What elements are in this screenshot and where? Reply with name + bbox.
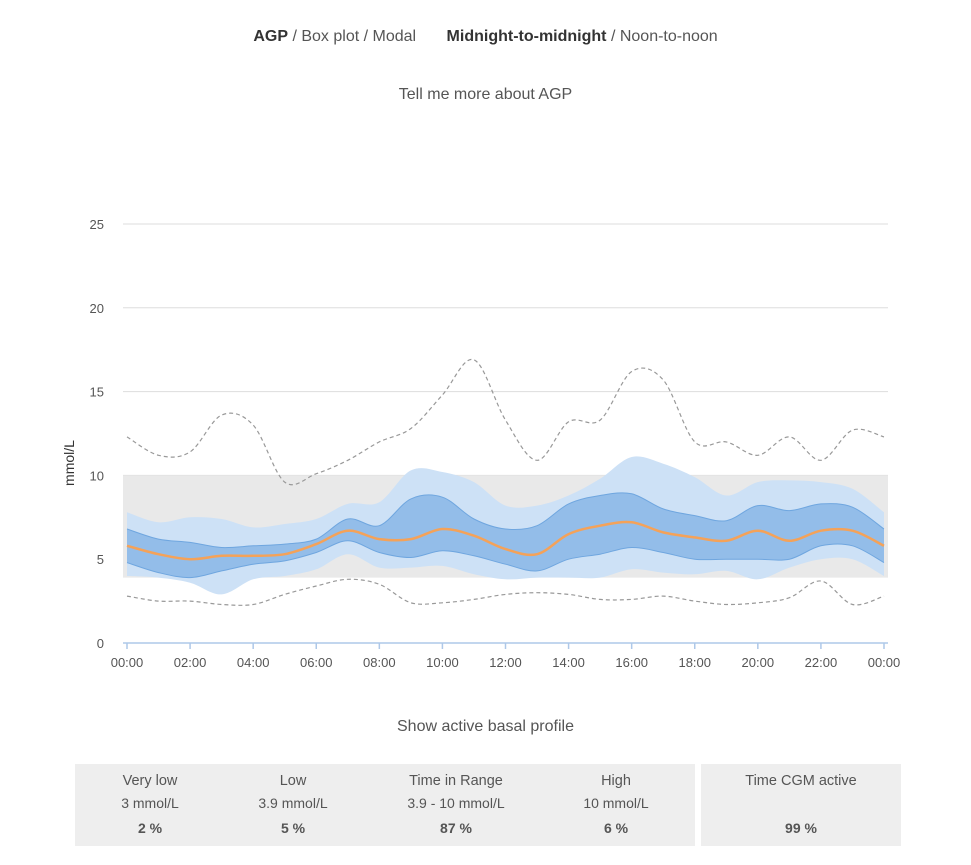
stat-range: 3 mmol/L: [121, 795, 179, 811]
x-tick-label: 18:00: [678, 655, 711, 670]
x-tick-label: 06:00: [300, 655, 333, 670]
x-tick-label: 20:00: [742, 655, 775, 670]
view-separator: /: [363, 28, 369, 45]
view-option-agp[interactable]: AGP: [253, 28, 288, 45]
x-tick-label: 16:00: [615, 655, 648, 670]
period-option-midnight[interactable]: Midnight-to-midnight: [446, 28, 607, 45]
period-group: Midnight-to-midnight / Noon-to-noon: [447, 28, 718, 46]
view-separator: /: [292, 28, 297, 45]
y-tick-label: 20: [90, 301, 104, 316]
stat-label: Very low: [122, 773, 178, 789]
stat-value: 5 %: [280, 820, 306, 836]
y-tick-label: 25: [90, 217, 104, 232]
stat-high: High 10 mmol/L 6 %: [551, 764, 681, 846]
x-tick-label: 14:00: [552, 655, 585, 670]
stat-range: 10 mmol/L: [583, 795, 649, 811]
basal-profile-link[interactable]: Show active basal profile: [397, 718, 574, 735]
glucose-range-stats: Very low 3 mmol/L 2 % Low 3.9 mmol/L 5 %…: [75, 764, 695, 846]
x-tick-label: 12:00: [489, 655, 522, 670]
percentile-10-90-band: [127, 456, 884, 595]
view-option-modal[interactable]: Modal: [372, 28, 417, 45]
y-tick-label: 15: [90, 385, 104, 400]
series-lines: [126, 359, 885, 606]
x-tick-label: 00:00: [111, 655, 144, 670]
percentile-bands: [123, 456, 888, 595]
percentile-75-line: [126, 492, 885, 549]
x-tick-label: 04:00: [237, 655, 270, 670]
view-type-group: AGP / Box plot / Modal: [253, 28, 416, 46]
x-tick-label: 10:00: [426, 655, 459, 670]
median-line: [126, 520, 885, 561]
stat-very-low: Very low 3 mmol/L 2 %: [75, 764, 225, 846]
agp-info-link[interactable]: Tell me more about AGP: [398, 86, 573, 103]
stat-value: 99 %: [785, 820, 817, 836]
x-tick-label: 02:00: [174, 655, 207, 670]
x-tick-label: 22:00: [805, 655, 838, 670]
stat-label: Time CGM active: [745, 773, 857, 789]
max-line: [126, 359, 885, 486]
cgm-active-stats: Time CGM active 99 %: [701, 764, 901, 846]
stat-range: 3.9 - 10 mmol/L: [407, 795, 505, 811]
agp-chart: 0 5 10 15 20 25 00:00 02:00 04:00 06:00 08:00 10:00…: [61, 217, 901, 670]
stat-label: Time in Range: [409, 773, 503, 789]
y-tick-label: 5: [97, 552, 104, 567]
stat-value: 87 %: [440, 820, 472, 836]
stat-label: High: [601, 773, 631, 789]
view-selector: AGP / Box plot / Modal Midnight-to-midni…: [0, 28, 971, 46]
period-separator: /: [610, 28, 616, 45]
x-tick-label: 00:00: [868, 655, 901, 670]
period-option-noon[interactable]: Noon-to-noon: [619, 28, 718, 45]
percentile-25-75-band: [127, 492, 884, 578]
stat-time-in-range: Time in Range 3.9 - 10 mmol/L 87 %: [361, 764, 551, 846]
y-axis-label: mmol/L: [61, 440, 77, 486]
y-tick-label: 0: [97, 636, 104, 651]
stat-label: Low: [279, 773, 307, 789]
y-tick-label: 10: [90, 468, 104, 483]
stat-low: Low 3.9 mmol/L 5 %: [225, 764, 361, 846]
min-line: [126, 578, 885, 606]
stat-value: 2 %: [137, 820, 163, 836]
view-option-box-plot[interactable]: Box plot: [301, 28, 360, 45]
percentile-25-line: [126, 540, 885, 579]
x-tick-label: 08:00: [363, 655, 396, 670]
axes: 0 5 10 15 20 25 00:00 02:00 04:00 06:00 08:00 10:00…: [90, 217, 901, 670]
stat-range: 3.9 mmol/L: [258, 795, 328, 811]
stat-value: 6 %: [603, 820, 629, 836]
stat-cgm-active: Time CGM active 99 %: [701, 764, 901, 846]
